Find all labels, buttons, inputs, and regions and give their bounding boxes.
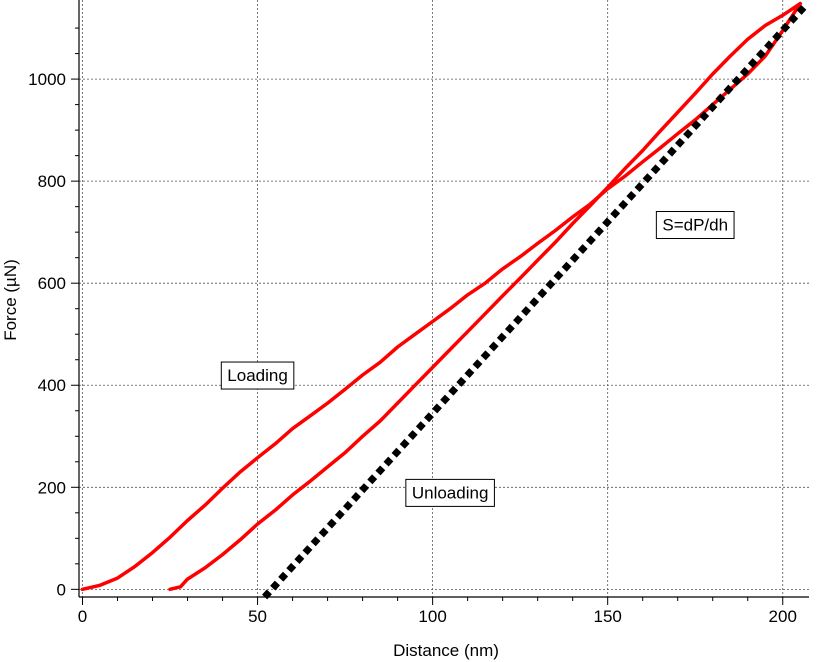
annotation-loading: Loading (220, 361, 295, 390)
annotation-text: Loading (227, 366, 288, 385)
annotation-box (655, 211, 735, 240)
x-tick-label: 150 (593, 607, 621, 626)
x-tick-label: 0 (78, 607, 87, 626)
annotation-text: Unloading (412, 483, 489, 502)
x-tick-label: 100 (418, 607, 446, 626)
y-tick-label: 600 (38, 274, 66, 293)
annotations: Loading Unloading S=dP/dh (220, 211, 735, 507)
annotation-box (405, 478, 495, 507)
x-tick-label: 50 (248, 607, 267, 626)
annotation-s-dp-dh: S=dP/dh (655, 211, 735, 240)
annotation-text: S=dP/dh (662, 216, 728, 235)
x-axis-label: Distance (nm) (393, 641, 499, 660)
annotation-box (220, 361, 295, 390)
y-tick-label: 0 (57, 580, 66, 599)
x-tick-label: 200 (769, 607, 797, 626)
y-tick-label: 800 (38, 172, 66, 191)
series-loading-line (80, 1, 802, 592)
y-axis-label: Force (µN) (1, 259, 20, 341)
axes: 0 50 100 150 200 0 200 400 600 800 1000 (28, 0, 809, 626)
data-series (80, 1, 810, 600)
y-tick-label: 400 (38, 376, 66, 395)
annotation-unloading: Unloading (405, 478, 495, 507)
series-unloading-line (168, 1, 802, 592)
series-s-dp-dh-line (262, 1, 810, 600)
y-tick-label: 1000 (28, 70, 66, 89)
y-tick-label: 200 (38, 478, 66, 497)
